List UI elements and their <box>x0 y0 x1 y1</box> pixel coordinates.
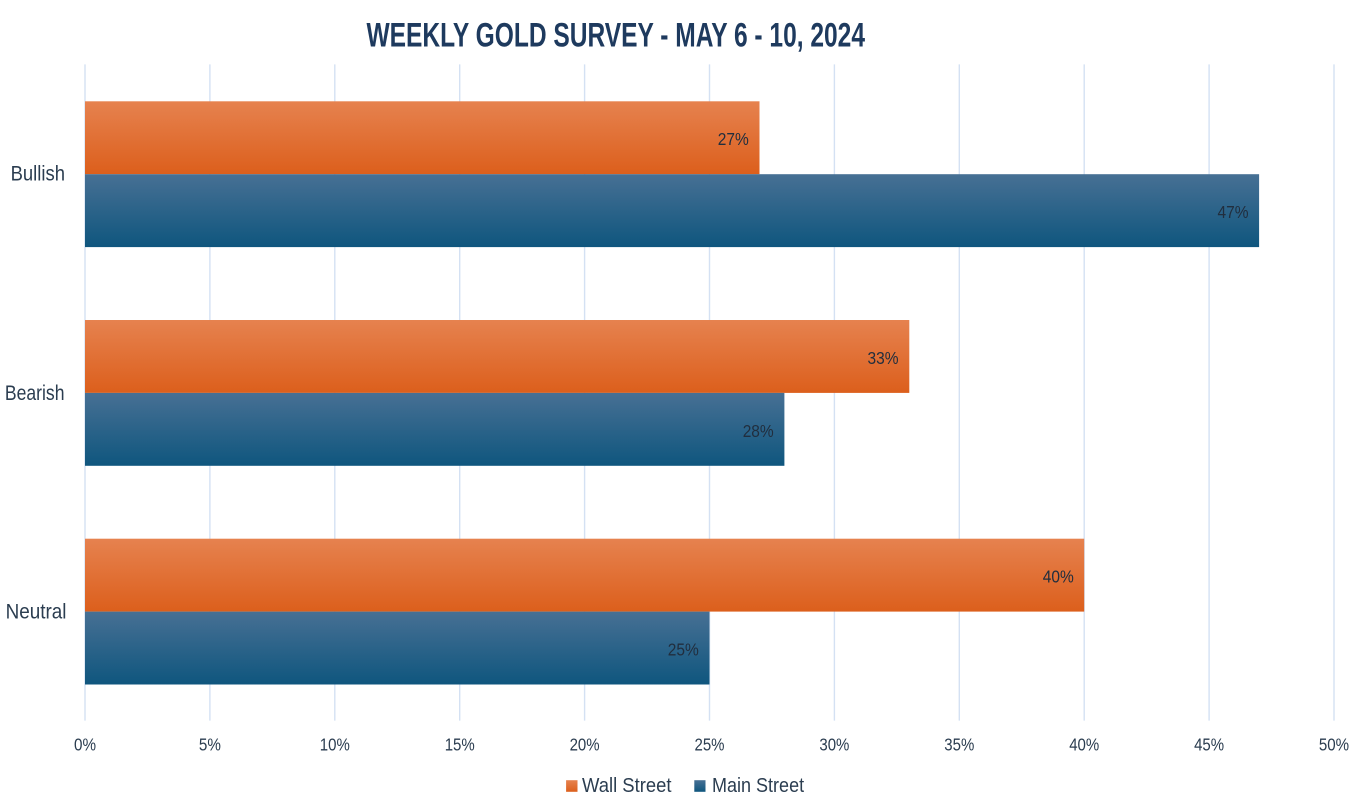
svg-text:Wall Street: Wall Street <box>582 775 672 797</box>
svg-text:40%: 40% <box>1069 734 1099 754</box>
svg-text:50%: 50% <box>1319 734 1349 754</box>
svg-text:Bearish: Bearish <box>5 382 65 405</box>
svg-text:28%: 28% <box>743 421 774 441</box>
svg-text:27%: 27% <box>718 129 749 149</box>
svg-text:25%: 25% <box>668 640 699 660</box>
svg-text:47%: 47% <box>1218 202 1249 222</box>
svg-text:Neutral: Neutral <box>6 600 67 623</box>
svg-text:20%: 20% <box>570 734 600 754</box>
svg-text:Bullish: Bullish <box>11 163 65 186</box>
svg-text:40%: 40% <box>1043 567 1074 587</box>
svg-text:15%: 15% <box>445 734 475 754</box>
svg-text:35%: 35% <box>944 734 974 754</box>
svg-text:WEEKLY GOLD SURVEY - MAY 6 - 1: WEEKLY GOLD SURVEY - MAY 6 - 10, 2024 <box>367 17 866 55</box>
svg-text:30%: 30% <box>819 734 849 754</box>
svg-text:0%: 0% <box>74 734 96 754</box>
svg-text:10%: 10% <box>320 734 350 754</box>
svg-text:33%: 33% <box>868 348 899 368</box>
svg-text:Main Street: Main Street <box>712 775 804 797</box>
svg-text:5%: 5% <box>199 734 221 754</box>
svg-text:45%: 45% <box>1194 734 1224 754</box>
svg-text:25%: 25% <box>695 734 725 754</box>
